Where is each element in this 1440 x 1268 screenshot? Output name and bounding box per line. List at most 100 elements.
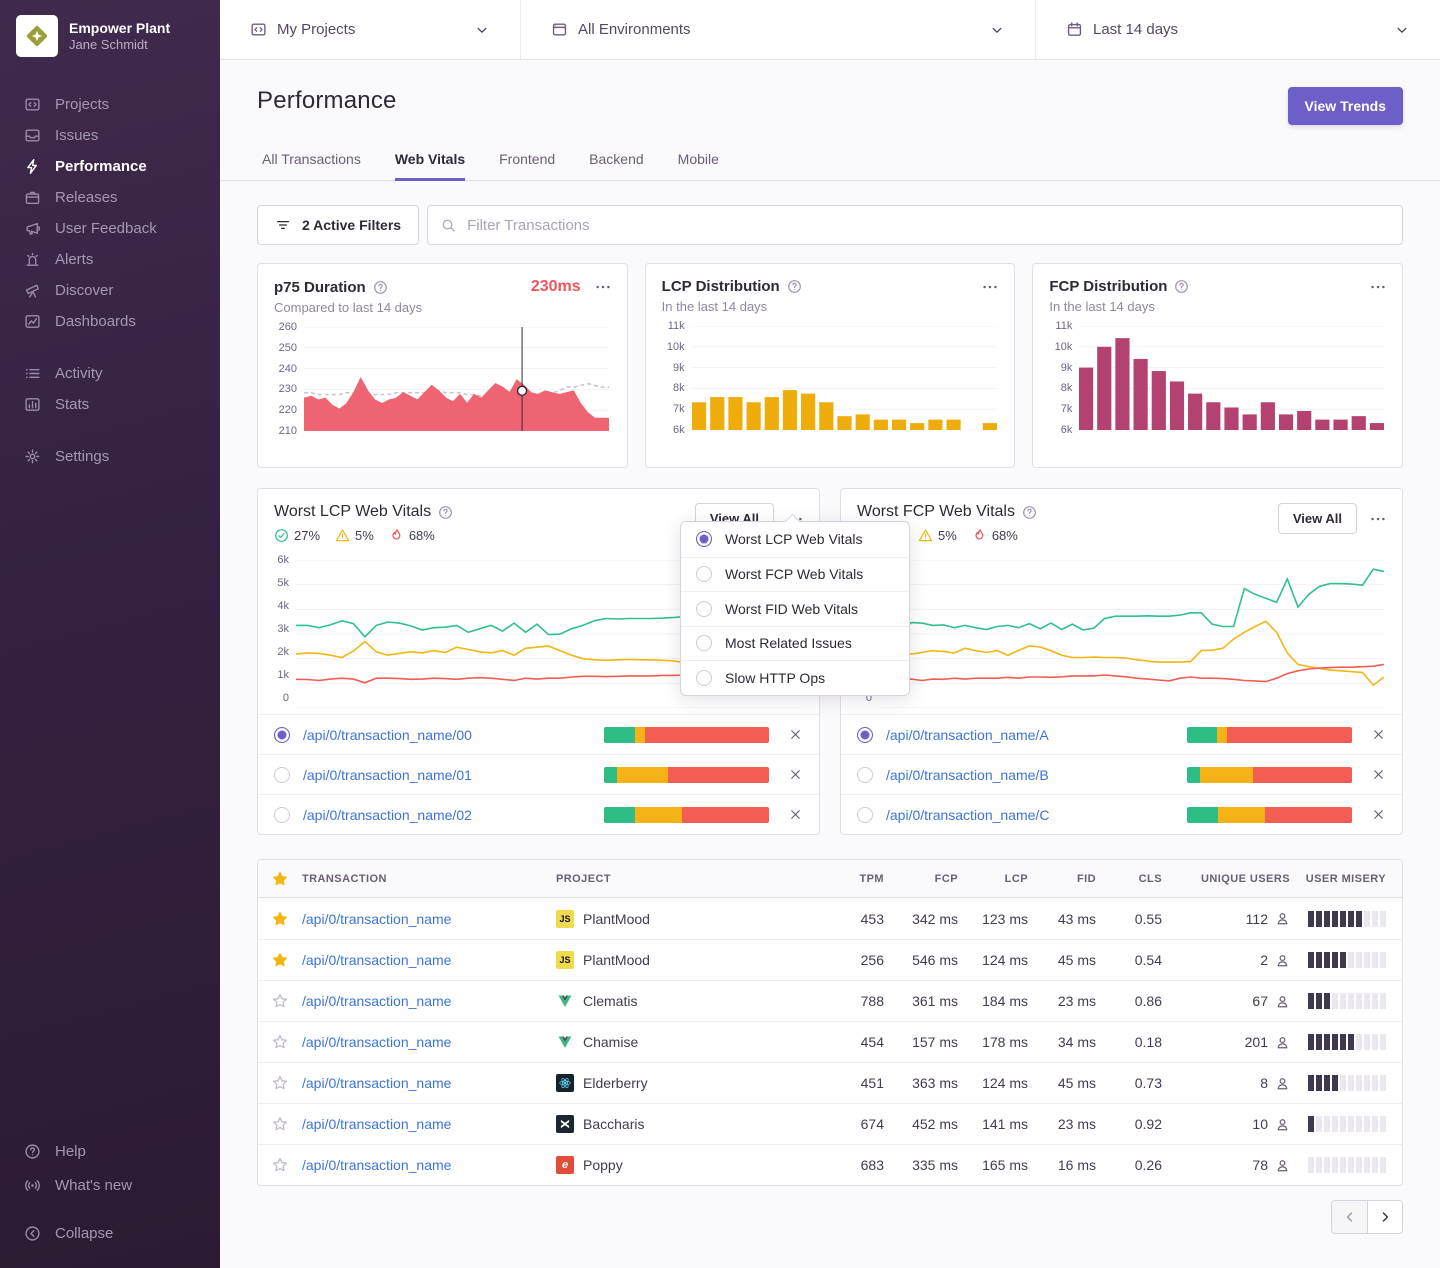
search-input[interactable] (465, 216, 1389, 235)
sidebar-item-performance[interactable]: Performance (0, 151, 220, 182)
active-filters-button[interactable]: 2 Active Filters (257, 205, 419, 245)
column-header-cls[interactable]: CLS (1096, 873, 1162, 885)
check-circle-icon (274, 528, 289, 543)
environment-selector[interactable]: All Environments (520, 0, 1035, 59)
help-icon[interactable] (373, 280, 388, 295)
more-options-button[interactable] (1370, 511, 1386, 527)
column-header-tpm[interactable]: TPM (824, 873, 884, 885)
menu-item-radio[interactable] (696, 670, 712, 686)
sidebar-item-dashboards[interactable]: Dashboards (0, 306, 220, 337)
view-trends-button[interactable]: View Trends (1288, 87, 1403, 125)
close-icon[interactable] (788, 727, 803, 742)
project-selector[interactable]: My Projects (220, 0, 520, 59)
column-header-fcp[interactable]: FCP (884, 873, 958, 885)
transaction-radio[interactable] (274, 807, 290, 823)
column-header-lcp[interactable]: LCP (958, 873, 1028, 885)
column-header-transaction[interactable]: TRANSACTION (302, 873, 556, 885)
tab-mobile[interactable]: Mobile (678, 142, 719, 181)
date-range-selector[interactable]: Last 14 days (1035, 0, 1440, 59)
menu-item-most-related-issues[interactable]: Most Related Issues (681, 626, 909, 661)
platform-js-icon: JS (556, 910, 574, 928)
sidebar-item-what-s-new[interactable]: What's new (0, 1168, 220, 1202)
sidebar-item-projects[interactable]: Projects (0, 89, 220, 120)
star-filled-icon[interactable] (272, 911, 288, 927)
tab-frontend[interactable]: Frontend (499, 142, 555, 181)
more-options-button[interactable] (595, 279, 611, 295)
org-switcher[interactable]: Empower Plant Jane Schmidt (0, 0, 220, 67)
sidebar-item-discover[interactable]: Discover (0, 275, 220, 306)
tab-web-vitals[interactable]: Web Vitals (395, 142, 465, 181)
transaction-link[interactable]: /api/0/transaction_name/A (886, 727, 1187, 743)
transaction-link[interactable]: /api/0/transaction_name/00 (303, 727, 604, 743)
menu-item-radio[interactable] (696, 635, 712, 651)
sidebar-item-collapse[interactable]: Collapse (0, 1216, 220, 1250)
star-outline-icon[interactable] (272, 993, 288, 1009)
close-icon[interactable] (1371, 807, 1386, 822)
sidebar-item-stats[interactable]: Stats (0, 389, 220, 420)
y-tick-label: 260 (274, 322, 297, 332)
menu-item-radio[interactable] (696, 531, 712, 547)
sidebar-item-settings[interactable]: Settings (0, 441, 220, 472)
star-outline-icon[interactable] (272, 1034, 288, 1050)
close-icon[interactable] (1371, 767, 1386, 782)
column-header-fid[interactable]: FID (1028, 873, 1096, 885)
help-icon[interactable] (1022, 505, 1037, 520)
misery-segment-empty (1356, 1075, 1362, 1091)
star-outline-icon[interactable] (272, 1116, 288, 1132)
sidebar-item-activity[interactable]: Activity (0, 358, 220, 389)
fid-cell: 23 ms (1028, 1116, 1096, 1132)
tab-all-transactions[interactable]: All Transactions (262, 142, 361, 181)
menu-item-radio[interactable] (696, 601, 712, 617)
transaction-link[interactable]: /api/0/transaction_name (302, 1034, 451, 1050)
tab-backend[interactable]: Backend (589, 142, 643, 181)
misery-segment-empty (1372, 993, 1378, 1009)
poor-segment (1265, 807, 1352, 823)
menu-item-worst-fcp-web-vitals[interactable]: Worst FCP Web Vitals (681, 557, 909, 592)
transaction-link[interactable]: /api/0/transaction_name (302, 993, 451, 1009)
transaction-link[interactable]: /api/0/transaction_name (302, 1116, 451, 1132)
transaction-link[interactable]: /api/0/transaction_name (302, 1075, 451, 1091)
next-page-button[interactable] (1367, 1201, 1402, 1233)
column-header-unique-users[interactable]: UNIQUE USERS (1162, 873, 1290, 885)
more-options-button[interactable] (1370, 279, 1386, 295)
menu-item-worst-lcp-web-vitals[interactable]: Worst LCP Web Vitals (681, 522, 909, 557)
transaction-radio[interactable] (274, 767, 290, 783)
transaction-link[interactable]: /api/0/transaction_name/C (886, 807, 1187, 823)
view-all-button[interactable]: View All (1278, 503, 1357, 534)
transaction-radio[interactable] (857, 807, 873, 823)
close-icon[interactable] (788, 767, 803, 782)
transaction-link[interactable]: /api/0/transaction_name (302, 1157, 451, 1173)
sidebar-item-alerts[interactable]: Alerts (0, 244, 220, 275)
sidebar-item-releases[interactable]: Releases (0, 182, 220, 213)
transaction-link[interactable]: /api/0/transaction_name/B (886, 767, 1187, 783)
help-icon[interactable] (438, 505, 453, 520)
menu-item-slow-http-ops[interactable]: Slow HTTP Ops (681, 660, 909, 695)
menu-item-label: Worst LCP Web Vitals (725, 531, 862, 547)
unique-users-cell: 112 (1162, 911, 1290, 927)
tpm-cell: 451 (824, 1075, 884, 1091)
star-outline-icon[interactable] (272, 1157, 288, 1173)
more-options-button[interactable] (982, 279, 998, 295)
sidebar-item-issues[interactable]: Issues (0, 120, 220, 151)
transaction-radio[interactable] (857, 767, 873, 783)
menu-item-worst-fid-web-vitals[interactable]: Worst FID Web Vitals (681, 591, 909, 626)
column-header-project[interactable]: PROJECT (556, 873, 824, 885)
transaction-link[interactable]: /api/0/transaction_name (302, 952, 451, 968)
previous-page-button[interactable] (1332, 1201, 1367, 1233)
transaction-link[interactable]: /api/0/transaction_name/02 (303, 807, 604, 823)
help-icon[interactable] (787, 279, 802, 294)
sidebar-item-user-feedback[interactable]: User Feedback (0, 213, 220, 244)
transaction-link[interactable]: /api/0/transaction_name (302, 911, 451, 927)
transaction-radio[interactable] (857, 727, 873, 743)
person-icon (1275, 1117, 1290, 1132)
close-icon[interactable] (788, 807, 803, 822)
menu-item-radio[interactable] (696, 566, 712, 582)
star-outline-icon[interactable] (272, 1075, 288, 1091)
transaction-link[interactable]: /api/0/transaction_name/01 (303, 767, 604, 783)
column-header-user-misery[interactable]: USER MISERY (1290, 873, 1402, 885)
sidebar-item-help[interactable]: Help (0, 1134, 220, 1168)
close-icon[interactable] (1371, 727, 1386, 742)
transaction-radio[interactable] (274, 727, 290, 743)
help-icon[interactable] (1174, 279, 1189, 294)
star-filled-icon[interactable] (272, 952, 288, 968)
